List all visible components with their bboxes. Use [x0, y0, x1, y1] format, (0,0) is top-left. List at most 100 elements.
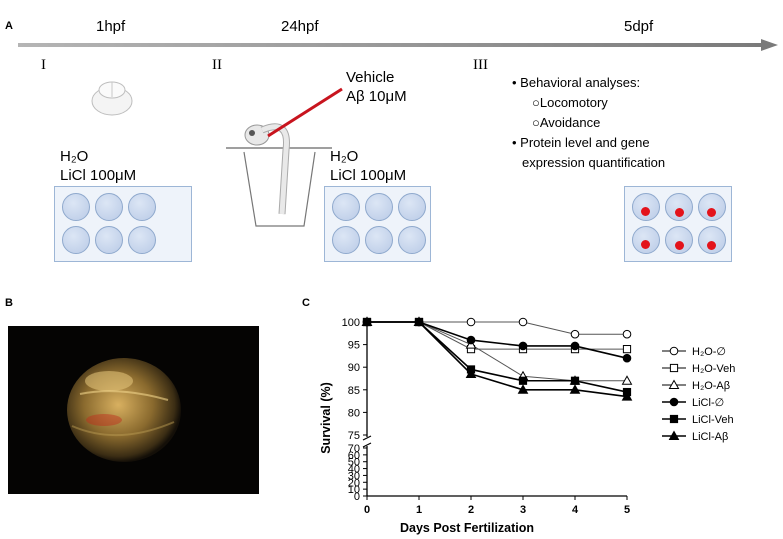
- larva-dot: [641, 207, 650, 216]
- treatment-label-1: H₂O LiCl 100μM: [60, 147, 136, 185]
- y-tick-label: 60: [348, 450, 360, 462]
- y-tick-label: 95: [348, 340, 360, 352]
- x-axis-label: Days Post Fertilization: [400, 521, 534, 535]
- y-tick-label: 50: [348, 457, 360, 469]
- data-point: [622, 353, 632, 363]
- axis-break-mark: [362, 442, 372, 448]
- y-tick-label: 20: [348, 477, 360, 489]
- timeline-arrow-head: [761, 39, 778, 51]
- larva-dot: [707, 241, 716, 250]
- data-point: [570, 376, 580, 385]
- treatment-1-licl: LiCl 100μM: [60, 167, 137, 184]
- analyses-sub-avoidance: ○Avoidance: [532, 115, 601, 130]
- data-point: [466, 335, 476, 345]
- well: [665, 193, 693, 221]
- well-plate-1hpf: [54, 186, 192, 262]
- series-line: [367, 321, 627, 350]
- y-tick-label: 85: [348, 385, 360, 397]
- panel-a-label: A: [5, 20, 13, 32]
- well: [398, 193, 426, 221]
- y-tick-label: 70: [348, 443, 360, 455]
- larva-dot: [641, 240, 650, 249]
- injection-abeta-text: Aβ 10μM: [346, 88, 407, 105]
- legend-label: H₂O-∅: [692, 346, 726, 358]
- injection-needle: [267, 87, 343, 138]
- open-circle-icon: ○: [532, 95, 540, 110]
- legend-label: LiCl-Aβ: [692, 431, 728, 443]
- legend-marker: [669, 397, 679, 407]
- timepoint-24hpf: 24hpf: [281, 18, 319, 35]
- analyses-item-behavioral: • Behavioral analyses:: [512, 75, 641, 90]
- well: [365, 226, 393, 254]
- larva-dot: [675, 208, 684, 217]
- well: [398, 226, 426, 254]
- data-point: [569, 384, 581, 394]
- legend-marker: [669, 363, 679, 373]
- well: [698, 226, 726, 254]
- data-point: [518, 376, 528, 385]
- chart-legend: H₂O-∅ H₂O-Veh H₂O-Aβ LiCl-∅ LiCl-Veh LiCl-Aβ: [662, 346, 735, 443]
- series-line: [367, 321, 627, 335]
- legend-label: H₂O-Aβ: [692, 380, 730, 392]
- embryo-micrograph-drawing: [67, 358, 181, 462]
- series-line: [367, 321, 628, 398]
- x-tick-label: 2: [468, 504, 474, 516]
- well: [365, 193, 393, 221]
- treatment-1-h2o: H₂O: [60, 148, 89, 165]
- embryo-micrograph: [8, 326, 259, 494]
- well: [128, 193, 156, 221]
- bullet-icon: •: [512, 75, 521, 90]
- data-point: [413, 316, 425, 326]
- well: [128, 226, 156, 254]
- series-line: [367, 321, 627, 382]
- x-tick-label: 1: [416, 504, 422, 516]
- data-point: [570, 341, 580, 351]
- analyses-list: • Behavioral analyses: ○Locomotory ○Avoi…: [512, 73, 665, 173]
- series-line: [367, 321, 628, 359]
- legend-label: LiCl-Veh: [692, 414, 734, 426]
- y-tick-label: 40: [348, 464, 360, 476]
- well-plate-5dpf: [624, 186, 732, 262]
- well: [95, 226, 123, 254]
- chart-markers: [361, 316, 633, 401]
- injection-setup-drawing: [226, 123, 332, 227]
- analyses-item-protein: • Protein level and gene: [512, 135, 650, 150]
- timeline-graphics: [18, 39, 778, 227]
- treatment-2-licl: LiCl 100μM: [330, 167, 407, 184]
- data-point: [466, 317, 476, 327]
- injection-label: Vehicle Aβ 10μM: [346, 68, 407, 106]
- data-point: [570, 329, 580, 339]
- x-tick-label: 3: [520, 504, 526, 516]
- analyses-item-protein-cont: expression quantification: [522, 155, 666, 170]
- x-tick-label: 5: [624, 504, 630, 516]
- larva-dot: [675, 241, 684, 250]
- y-tick-label: 100: [342, 317, 360, 329]
- embryo-drawing: [91, 81, 133, 116]
- well-plate-24hpf: [324, 186, 431, 262]
- x-tick-label: 4: [572, 504, 579, 516]
- well: [632, 193, 660, 221]
- y-tick-label: 10: [348, 484, 360, 496]
- data-point: [621, 391, 633, 401]
- timepoint-5dpf: 5dpf: [624, 18, 654, 35]
- stage-iii-label: III: [473, 57, 488, 73]
- well: [332, 193, 360, 221]
- axis-break-mark: [362, 435, 372, 441]
- data-point: [622, 329, 632, 339]
- well: [62, 226, 90, 254]
- y-tick-label: 90: [348, 362, 360, 374]
- data-point: [518, 317, 528, 327]
- data-point: [622, 345, 632, 354]
- x-tick-label: 0: [364, 504, 370, 516]
- timepoint-1hpf: 1hpf: [96, 18, 126, 35]
- y-tick-label: 80: [348, 407, 360, 419]
- legend-marker: [668, 430, 680, 440]
- treatment-2-h2o: H₂O: [330, 148, 359, 165]
- timeline-arrow-shaft: [18, 43, 763, 47]
- well: [665, 226, 693, 254]
- data-point: [361, 316, 373, 326]
- y-tick-label: 75: [348, 430, 360, 442]
- legend-marker: [669, 414, 679, 424]
